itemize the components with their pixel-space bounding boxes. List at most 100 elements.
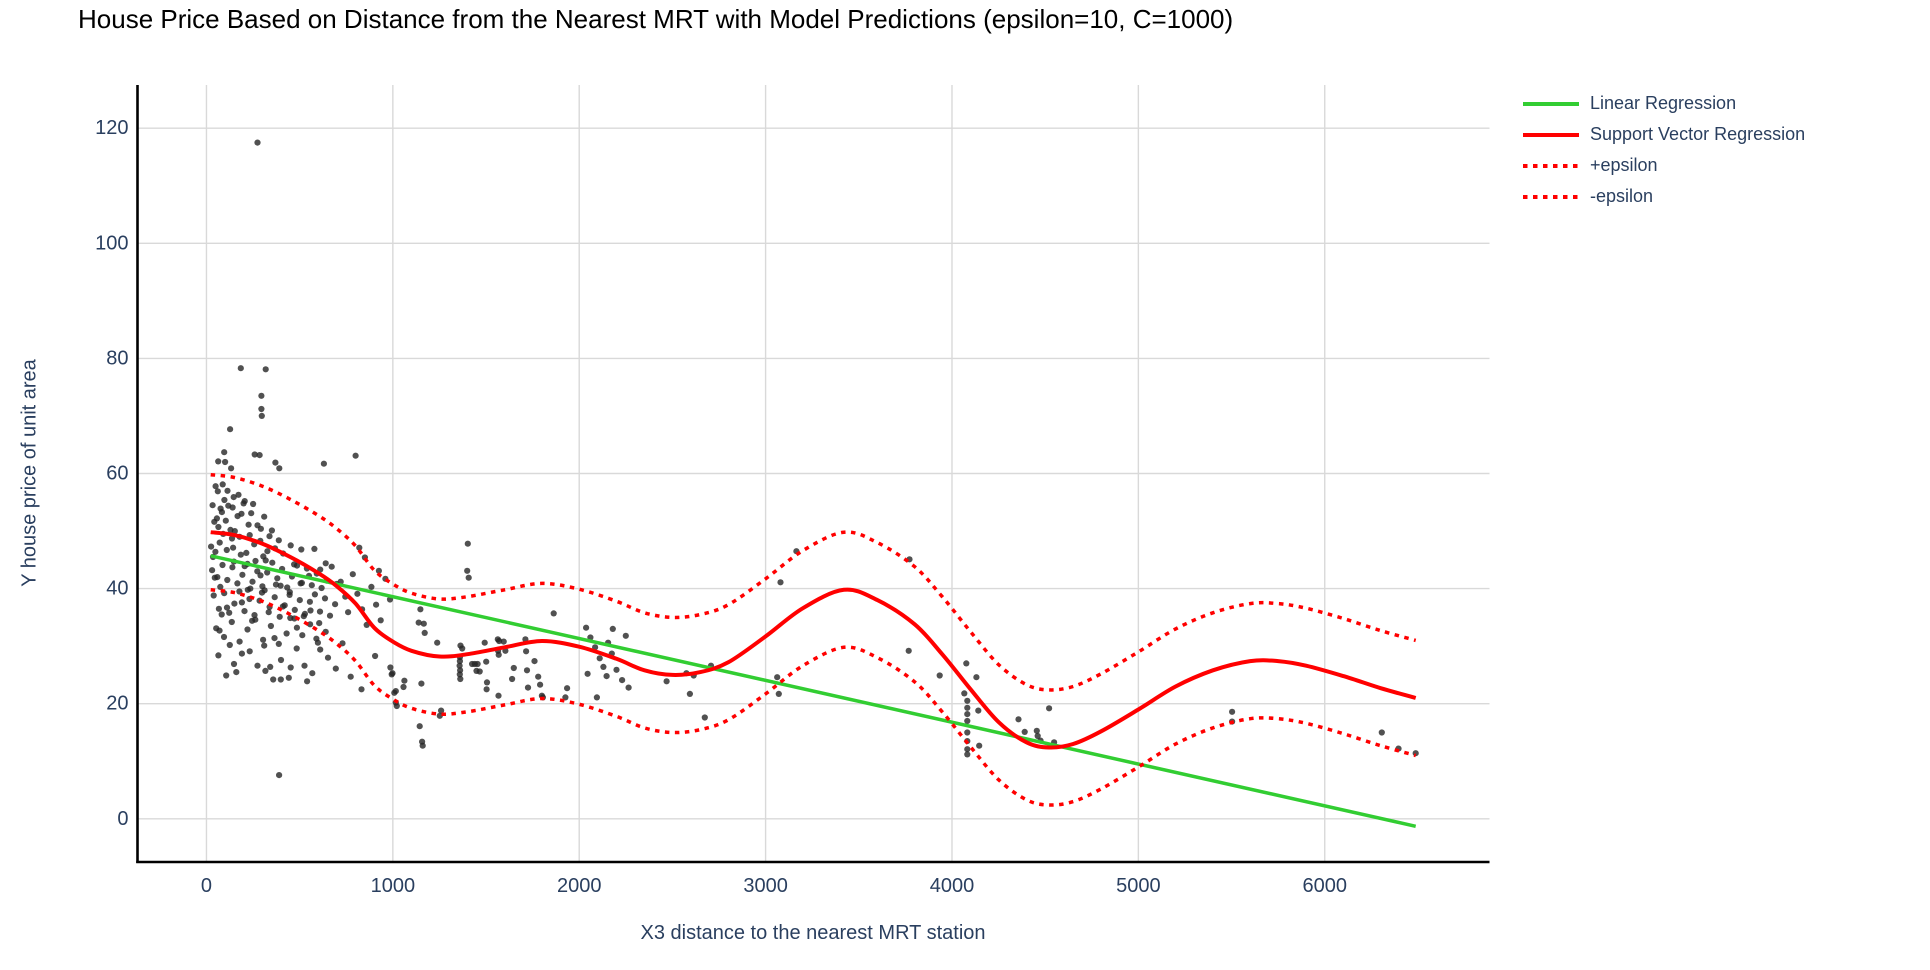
scatter-point: [228, 618, 235, 626]
scatter-point: [456, 662, 463, 669]
scatter-point: [283, 630, 290, 637]
legend-label: Support Vector Regression: [1590, 124, 1806, 144]
scatter-point: [277, 676, 284, 683]
scatter-point: [266, 533, 273, 540]
scatter-point: [265, 609, 272, 616]
scatter-point: [905, 647, 912, 654]
scatter-point: [495, 651, 502, 658]
scatter-point: [663, 678, 670, 685]
scatter-point: [354, 590, 361, 597]
scatter-point: [562, 694, 569, 701]
scatter-point: [230, 660, 238, 668]
scatter-point: [257, 572, 264, 579]
scatter-point: [964, 697, 971, 704]
scatter-point: [293, 624, 300, 631]
scatter-point: [261, 513, 268, 520]
scatter-point: [215, 605, 222, 612]
scatter-point: [964, 717, 971, 725]
legend-item--epsilon[interactable]: -epsilon: [1522, 181, 1805, 212]
scatter-point: [272, 459, 279, 466]
scatter-point: [1046, 705, 1053, 712]
scatter-point: [256, 452, 263, 459]
scatter-point: [221, 449, 228, 456]
support-vector-regression-line: [210, 530, 1417, 750]
scatter-point: [434, 639, 441, 646]
scatter-point: [264, 569, 271, 576]
scatter-point: [223, 672, 230, 679]
scatter-point: [936, 672, 943, 679]
scatter-point: [1034, 732, 1041, 740]
scatter-point: [276, 465, 283, 472]
scatter-point: [320, 460, 327, 467]
scatter-point: [274, 575, 281, 582]
scatter-point: [244, 586, 251, 593]
scatter-point: [401, 677, 408, 684]
legend: Linear Regression Support Vector Regressi…: [1522, 88, 1805, 212]
scatter-point: [275, 640, 282, 648]
scatter-point: [244, 626, 251, 633]
scatter-point: [243, 549, 250, 557]
scatter-point: [436, 712, 443, 719]
legend-item-support-vector-regression[interactable]: Support Vector Regression: [1522, 119, 1805, 150]
scatter-point: [483, 686, 490, 693]
scatter-point: [358, 686, 365, 693]
scatter-point: [250, 500, 257, 508]
legend-line-swatch: [1523, 132, 1579, 137]
scatter-point: [262, 366, 269, 373]
scatter-point: [964, 711, 971, 718]
scatter-point: [212, 483, 219, 490]
scatter-point: [345, 609, 352, 616]
scatter-point: [306, 598, 313, 605]
scatter-point: [596, 655, 603, 662]
scatter-point: [277, 656, 285, 664]
scatter-point: [389, 670, 396, 677]
scatter-point: [254, 662, 261, 669]
scatter-point: [245, 521, 252, 528]
scatter-point: [973, 674, 980, 681]
scatter-point: [226, 609, 233, 616]
scatter-point: [613, 666, 620, 673]
scatter-point: [456, 658, 463, 665]
scatter-point: [420, 620, 427, 627]
scatter-point: [349, 571, 356, 578]
scatter-point: [1229, 708, 1236, 715]
scatter-point: [276, 772, 283, 779]
scatter-point: [248, 510, 255, 517]
scatter-point: [287, 664, 294, 671]
scatter-point: [524, 684, 532, 691]
scatter-point: [583, 624, 590, 631]
scatter-point: [387, 664, 394, 671]
scatter-point: [324, 654, 332, 661]
scatter-point: [254, 522, 261, 529]
scatter-point: [476, 668, 483, 675]
scatter-point: [214, 488, 221, 495]
scatter-point: [262, 557, 269, 564]
scatter-point: [219, 481, 226, 488]
scatter-point: [231, 528, 238, 535]
scatter-point: [271, 594, 278, 601]
scatter-point: [464, 567, 471, 574]
scatter-point: [1378, 729, 1385, 736]
scatter-point: [268, 527, 275, 534]
scatter-point: [270, 676, 277, 683]
scatter-point: [301, 662, 308, 669]
scatter-point: [267, 622, 274, 630]
scatter-point: [272, 581, 280, 588]
scatter-point: [211, 518, 218, 525]
scatter-point: [419, 742, 426, 749]
legend-item-linear-regression[interactable]: Linear Regression: [1522, 88, 1805, 119]
scatter-point: [313, 635, 320, 642]
scatter-point: [964, 704, 971, 711]
scatter-point: [483, 679, 491, 686]
scatter-point: [252, 557, 259, 565]
scatter-point: [275, 537, 282, 544]
scatter-point: [287, 614, 294, 622]
legend-item--epsilon[interactable]: +epsilon: [1522, 150, 1805, 181]
scatter-point: [531, 658, 538, 665]
scatter-point: [240, 500, 247, 507]
scatter-point: [230, 544, 237, 551]
scatter-point: [235, 491, 242, 498]
scatter-point: [619, 677, 626, 684]
scatter-point: [251, 451, 258, 458]
